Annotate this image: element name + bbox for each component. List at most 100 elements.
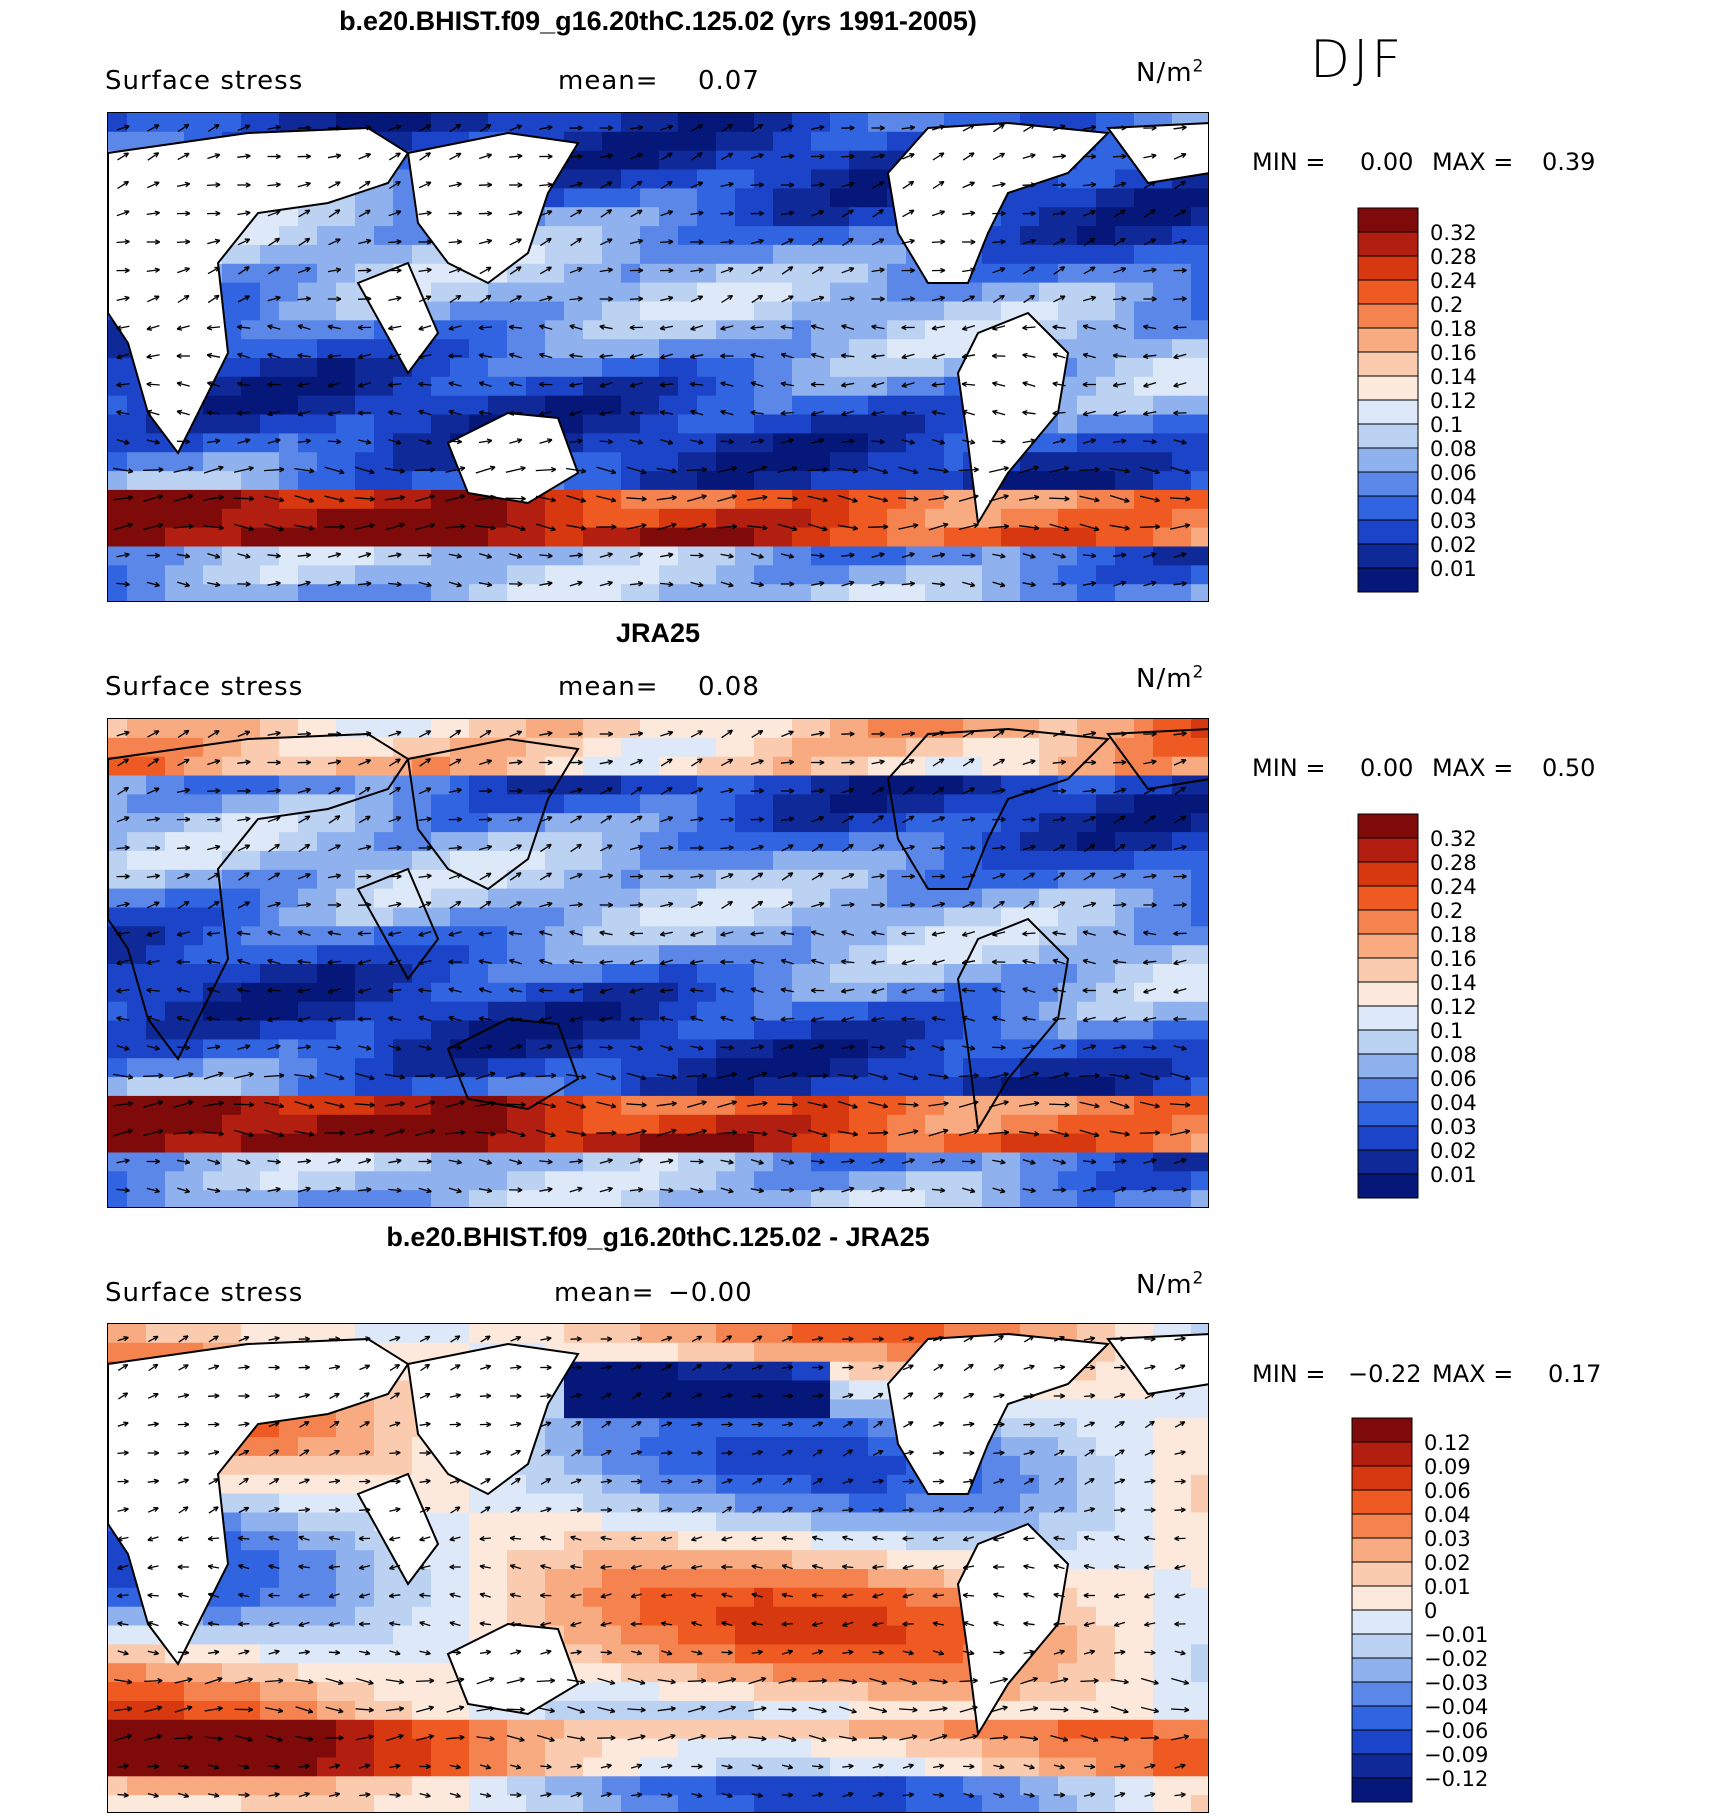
vector-arrow: [660, 152, 673, 161]
field-cell: [450, 756, 470, 777]
field-cell: [1058, 188, 1078, 208]
field-cell: [317, 584, 337, 601]
field-cell: [583, 907, 603, 927]
field-cell: [735, 188, 755, 208]
field-cell: [374, 1114, 394, 1135]
field-cell: [1134, 869, 1154, 890]
vector-arrow: [297, 354, 311, 358]
field-cell: [317, 1095, 337, 1116]
vector-arrowhead: [366, 902, 372, 908]
field-cell: [1191, 395, 1208, 416]
vector-arrowhead: [659, 409, 666, 416]
vector-arrowhead: [878, 787, 885, 793]
field-cell: [1191, 188, 1208, 208]
field-cell: [849, 926, 869, 946]
vector-arrow: [902, 209, 915, 218]
vector-arrowhead: [878, 238, 885, 244]
field-cell: [431, 546, 451, 566]
field-cell: [621, 320, 641, 340]
field-cell: [488, 1095, 508, 1116]
vector-arrowhead: [267, 987, 273, 994]
field-cell: [583, 1020, 603, 1040]
field-cell: [754, 131, 774, 152]
field-cell: [716, 1171, 736, 1191]
field-cell: [184, 982, 204, 1003]
vector-arrow: [569, 297, 583, 301]
field-cell: [1153, 1095, 1173, 1116]
vector-arrowhead: [305, 873, 311, 879]
field-cell: [621, 907, 641, 927]
vector-arrowhead: [1120, 267, 1127, 273]
field-cell: [108, 1133, 128, 1153]
vector-arrowhead: [124, 816, 130, 822]
vector-arrow: [478, 354, 492, 358]
field-cell: [830, 1133, 850, 1153]
field-cell: [1020, 584, 1040, 601]
field-cell: [469, 907, 489, 927]
field-cell: [792, 546, 812, 566]
field-cell: [621, 414, 641, 434]
field-cell: [469, 926, 489, 946]
field-cell: [165, 907, 185, 927]
field-cell: [716, 964, 736, 984]
field-cell: [602, 1058, 622, 1078]
field-cell: [1172, 888, 1192, 908]
field-cell: [526, 1133, 546, 1153]
field-cell: [906, 964, 926, 984]
field-cell: [412, 131, 432, 152]
field-cell: [811, 926, 831, 946]
vector-arrow: [146, 410, 160, 416]
vector-arrowhead: [607, 580, 613, 587]
vector-arrowhead: [992, 959, 998, 965]
vector-arrowhead: [1124, 525, 1130, 531]
continent: [956, 917, 1070, 1132]
field-cell: [1191, 358, 1208, 378]
vector-arrowhead: [546, 901, 553, 908]
vector-arrowhead: [1033, 494, 1040, 501]
field-cell: [431, 1152, 451, 1172]
field-cell: [165, 850, 185, 871]
vector-arrow: [539, 439, 553, 444]
vector-arrowhead: [218, 524, 224, 531]
field-cell: [1077, 565, 1097, 585]
vector-arrowhead: [448, 409, 455, 416]
field-cell: [431, 813, 451, 833]
vector-arrow: [176, 553, 190, 558]
field-cell: [811, 869, 831, 890]
vector-arrowhead: [183, 729, 190, 736]
field-cell: [773, 775, 793, 795]
vector-arrow: [1143, 268, 1157, 273]
vector-arrow: [569, 581, 583, 587]
vector-arrowhead: [1181, 296, 1187, 302]
field-cell: [621, 1190, 641, 1207]
vector-arrowhead: [1181, 873, 1187, 880]
field-cell: [849, 888, 869, 908]
vector-arrow: [962, 960, 976, 964]
field-cell: [1096, 301, 1116, 321]
field-cell: [735, 395, 755, 416]
field-cell: [336, 508, 356, 529]
vector-arrowhead: [940, 267, 946, 274]
field-cell: [108, 471, 128, 491]
field-cell: [887, 982, 907, 1003]
field-cell: [431, 756, 451, 777]
vector-arrow: [660, 180, 673, 190]
vector-arrow: [781, 124, 794, 132]
field-cell: [165, 926, 185, 946]
vector-arrow: [928, 523, 949, 531]
vector-arrow: [176, 240, 190, 244]
field-cell: [583, 226, 603, 246]
field-cell: [393, 244, 413, 265]
vector-arrow: [479, 381, 492, 388]
vector-arrowhead: [1112, 324, 1119, 330]
vector-arrowhead: [539, 324, 545, 330]
field-cell: [754, 1077, 774, 1097]
field-cell: [830, 1001, 850, 1022]
field-cell: [868, 1190, 888, 1207]
field-cell: [735, 471, 755, 491]
field-cell: [1172, 1020, 1192, 1040]
field-cell: [1058, 1001, 1078, 1022]
vector-arrow: [298, 237, 310, 247]
field-cell: [412, 565, 432, 585]
field-cell: [887, 1001, 907, 1022]
